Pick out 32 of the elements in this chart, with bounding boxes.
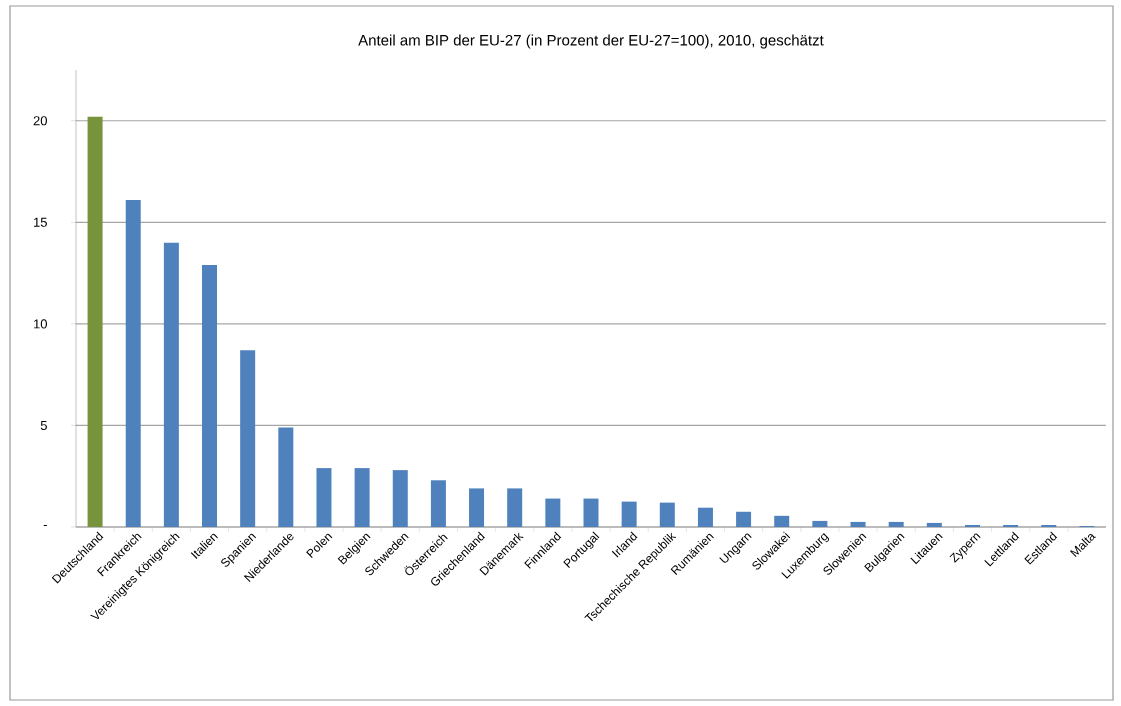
y-tick-label: 5 [40, 420, 47, 430]
bar [354, 468, 370, 527]
bar [469, 488, 485, 527]
bar [430, 480, 446, 527]
bar [621, 501, 637, 527]
bar [774, 515, 790, 527]
bar [507, 488, 523, 527]
bar [278, 427, 294, 527]
bar [125, 199, 141, 527]
bar [163, 242, 179, 527]
y-tick-label: 10 [34, 319, 47, 329]
bar [87, 116, 103, 527]
bar [583, 498, 599, 527]
bar [202, 264, 218, 527]
y-tick-label: - [43, 525, 47, 527]
bar [850, 521, 866, 527]
bar [1003, 524, 1019, 527]
bar [1041, 524, 1057, 527]
bar [392, 470, 408, 527]
bar [545, 498, 561, 527]
bar [888, 521, 904, 527]
bar [736, 511, 752, 527]
bar [926, 522, 942, 527]
chart-title: Anteil am BIP der EU-27 (in Prozent der EU-27=100), 2010, geschätzt [358, 34, 824, 49]
bar [964, 524, 980, 527]
bar [240, 350, 256, 527]
bar [697, 507, 713, 527]
bar [659, 502, 675, 527]
bar [316, 468, 332, 527]
y-tick-label: 15 [34, 217, 47, 227]
y-tick-label: 20 [33, 116, 47, 126]
bar [812, 520, 828, 527]
